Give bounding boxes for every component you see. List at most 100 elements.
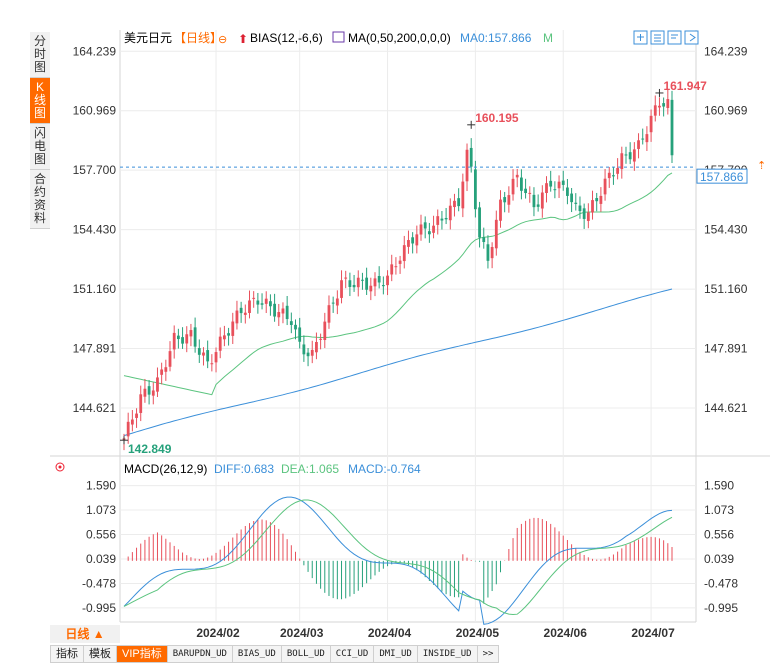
- candle-body-80: [457, 198, 461, 207]
- candle-51: [335, 290, 339, 315]
- x-tick-2: 2024/04: [368, 626, 412, 640]
- candle-47: [319, 333, 323, 350]
- candle-79: [453, 193, 456, 217]
- candle-body-122: [632, 149, 636, 162]
- period-dropdown-icon[interactable]: ⊖: [218, 34, 227, 46]
- candle-18: [197, 339, 201, 363]
- header-bias[interactable]: BIAS(12,-6,6): [250, 31, 323, 45]
- candle-body-43: [302, 344, 306, 355]
- x-ticks: 2024/02 2024/03 2024/04 2024/05 2024/06 2024/…: [196, 626, 675, 640]
- candle-102: [549, 170, 553, 192]
- candle-11: [168, 341, 172, 372]
- bottom-tab-9[interactable]: >>: [477, 645, 500, 663]
- settings-icon[interactable]: [55, 462, 65, 472]
- candle-58: [365, 267, 369, 295]
- candle-body-22: [214, 352, 218, 363]
- candle-111: [586, 203, 590, 229]
- candle-body-101: [545, 183, 548, 194]
- candle-body-124: [641, 138, 645, 140]
- candle-body-131: [670, 99, 674, 156]
- candle-7: [151, 382, 155, 405]
- candle-body-48: [323, 321, 327, 341]
- candle-23: [218, 327, 222, 359]
- candle-110: [582, 203, 586, 229]
- period-selector[interactable]: 日线 ▲: [50, 625, 120, 643]
- candle-117: [612, 166, 615, 185]
- candle-body-34: [264, 298, 268, 304]
- dea-line: [123, 499, 673, 616]
- candle-97: [528, 186, 532, 203]
- candle-body-36: [273, 303, 276, 317]
- candle-body-15: [185, 334, 189, 344]
- toolbar: [633, 30, 699, 45]
- bottom-tab-5[interactable]: BOLL_UD: [281, 645, 331, 663]
- candle-body-79: [453, 200, 456, 208]
- y-tick-left-3: 154.430: [73, 223, 117, 237]
- candle-body-9: [160, 369, 164, 375]
- sidebar-tab-3[interactable]: 合约资料: [30, 170, 50, 229]
- candle-body-46: [315, 342, 318, 353]
- candles: [122, 89, 674, 451]
- candle-86: [482, 227, 486, 249]
- sidebar-tab-0[interactable]: 分时图: [30, 32, 50, 78]
- candle-36: [273, 293, 276, 322]
- candle-body-62: [381, 285, 385, 287]
- candle-body-97: [528, 192, 532, 194]
- candle-65: [394, 257, 398, 275]
- candle-body-69: [411, 237, 415, 244]
- candle-body-91: [503, 197, 507, 203]
- y-tick-left-2: 157.700: [73, 163, 117, 177]
- y-tick-right-4: 151.160: [704, 282, 748, 296]
- sidebar-tab-2[interactable]: 闪电图: [30, 124, 50, 170]
- bottom-tab-2[interactable]: VIP指标: [117, 645, 168, 663]
- bottom-tab-8[interactable]: INSIDE_UD: [417, 645, 478, 663]
- bottom-tab-0[interactable]: 指标: [50, 645, 84, 663]
- bottom-tab-6[interactable]: CCI_UD: [330, 645, 375, 663]
- bottom-tab-7[interactable]: DMI_UD: [374, 645, 418, 663]
- candle-body-104: [557, 181, 561, 189]
- scroll-right-icon[interactable]: [684, 30, 699, 45]
- candle-body-40: [289, 321, 293, 325]
- candle-22: [214, 347, 218, 373]
- candle-16: [189, 323, 193, 347]
- candle-39: [285, 295, 289, 326]
- x-tick-0: 2024/02: [196, 626, 240, 640]
- candle-body-49: [327, 305, 331, 323]
- candle-30: [248, 290, 251, 319]
- candle-body-67: [402, 245, 406, 262]
- bottom-tab-1[interactable]: 模板: [84, 645, 117, 663]
- candle-131: [670, 90, 674, 163]
- candle-46: [315, 332, 318, 360]
- header-m: M: [543, 31, 553, 45]
- x-tick-3: 2024/05: [456, 626, 500, 640]
- header-ma[interactable]: MA(0,50,200,0,0,0): [348, 31, 451, 45]
- candle-body-17: [193, 327, 197, 347]
- candle-106: [566, 178, 569, 205]
- candle-body-55: [352, 284, 356, 288]
- candle-32: [256, 292, 260, 314]
- candle-2: [130, 410, 134, 432]
- candle-body-56: [356, 277, 360, 288]
- candle-118: [616, 158, 620, 180]
- candle-108: [574, 193, 578, 211]
- candle-body-72: [423, 222, 427, 229]
- candle-body-95: [520, 177, 523, 191]
- candle-body-119: [620, 153, 624, 170]
- y-tick-right-6: 144.621: [704, 401, 748, 415]
- y-tick-right-1: 160.969: [704, 104, 748, 118]
- candle-55: [352, 274, 356, 292]
- candle-24: [222, 325, 226, 347]
- candle-body-7: [151, 390, 155, 396]
- macd-y-tick-left-3: 0.039: [86, 552, 116, 566]
- candle-body-108: [574, 202, 578, 204]
- candle-body-76: [440, 218, 444, 221]
- candle-body-102: [549, 180, 553, 187]
- candle-13: [176, 328, 180, 349]
- x-tick-5: 2024/07: [631, 626, 675, 640]
- candle-body-58: [365, 277, 369, 290]
- bottom-tab-4[interactable]: BIAS_UD: [232, 645, 282, 663]
- bottom-tab-3[interactable]: BARUPDN_UD: [167, 645, 233, 663]
- ma200-path: [123, 288, 673, 437]
